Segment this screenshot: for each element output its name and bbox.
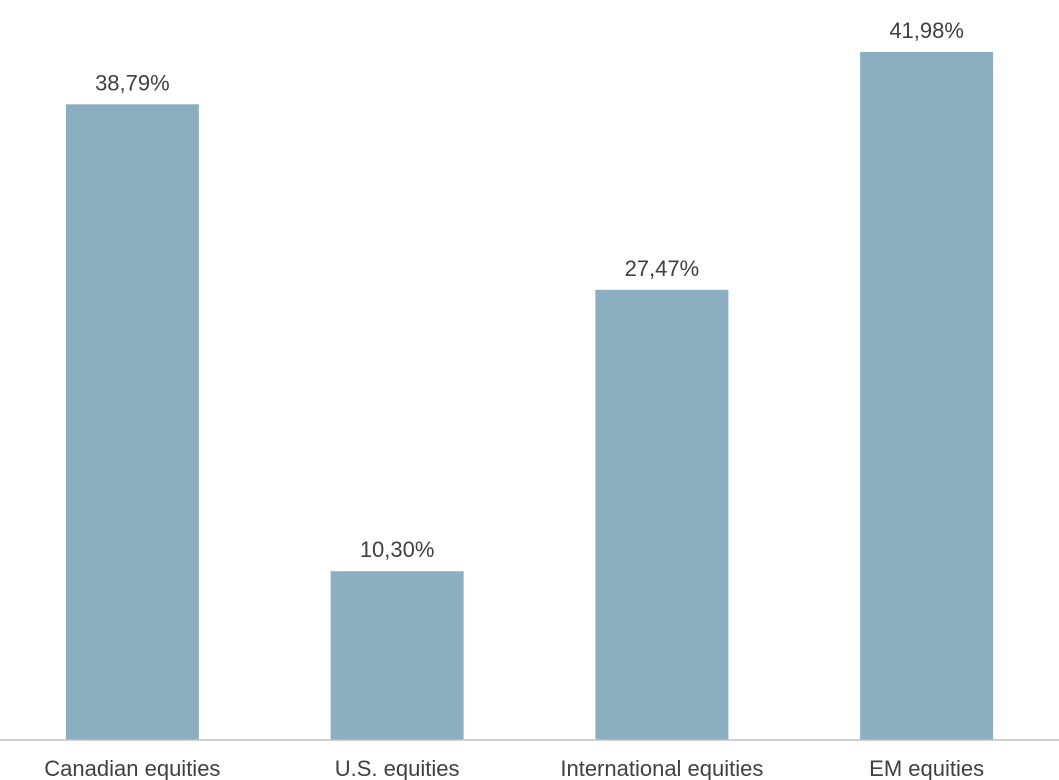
bar-2 [595,289,729,740]
category-label-1: U.S. equities [335,756,460,780]
data-label-1: 10,30% [360,537,435,562]
data-label-3: 41,98% [889,18,964,43]
bar-0 [65,104,199,740]
category-label-2: International equities [560,756,763,780]
data-label-2: 27,47% [625,256,700,281]
bar-1 [330,571,464,740]
bar-3 [860,52,994,741]
category-labels-group: Canadian equities U.S. equities Internatio… [44,756,984,780]
category-label-0: Canadian equities [44,756,220,780]
category-label-3: EM equities [869,756,984,780]
data-labels-group: 38,79% 10,30% 27,47% 41,98% [95,18,964,562]
data-label-0: 38,79% [95,70,170,95]
bars-group [65,52,994,741]
